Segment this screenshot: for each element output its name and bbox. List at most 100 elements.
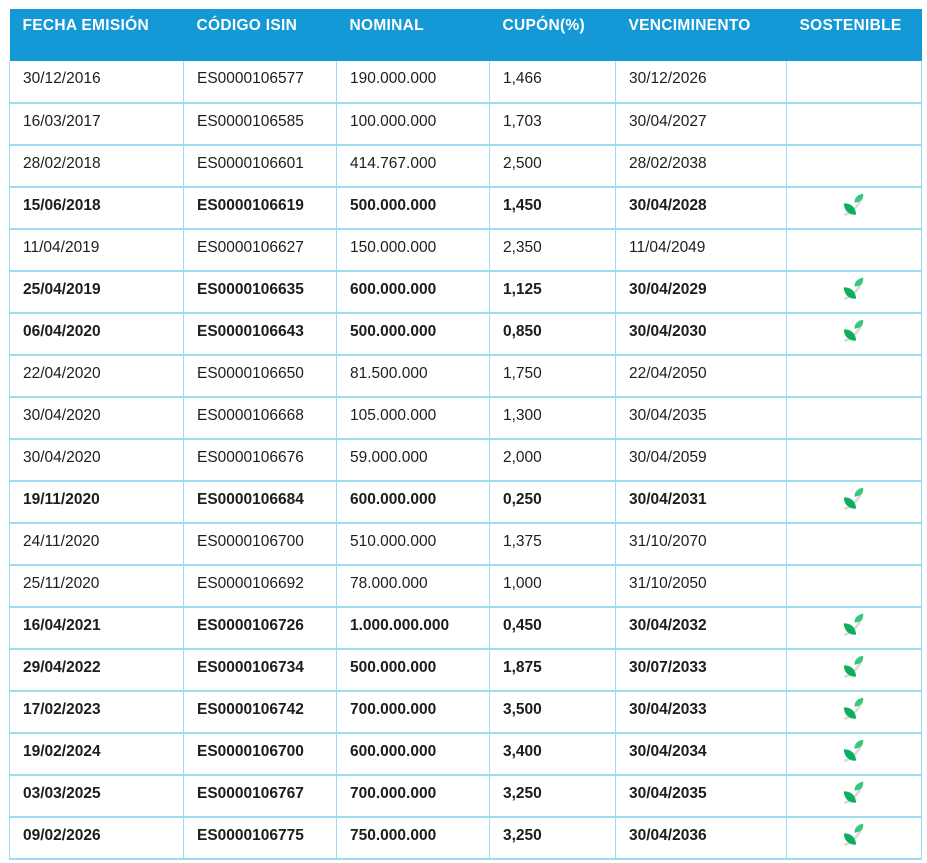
cell-fecha-emision: 30/04/2020 — [10, 397, 184, 439]
cell-codigo-isin: ES0000106601 — [184, 145, 337, 187]
cell-fecha-emision: 25/11/2020 — [10, 565, 184, 607]
cell-vencimiento: 11/04/2049 — [616, 229, 787, 271]
table-row: 16/03/2017 ES0000106585 100.000.000 1,70… — [10, 103, 922, 145]
cell-sostenible — [787, 397, 922, 439]
table-row: 19/02/2024 ES0000106700 600.000.000 3,40… — [10, 733, 922, 775]
cell-vencimiento: 30/04/2031 — [616, 481, 787, 523]
cell-fecha-emision: 25/04/2019 — [10, 271, 184, 313]
cell-cupon: 1,125 — [490, 271, 616, 313]
cell-codigo-isin: ES0000106635 — [184, 271, 337, 313]
cell-nominal: 105.000.000 — [337, 397, 490, 439]
cell-codigo-isin: ES0000106692 — [184, 565, 337, 607]
table-row: 30/04/2020 ES0000106668 105.000.000 1,30… — [10, 397, 922, 439]
cell-cupon: 2,000 — [490, 439, 616, 481]
table-row: 30/12/2016 ES0000106577 190.000.000 1,46… — [10, 61, 922, 103]
cell-vencimiento: 31/10/2050 — [616, 565, 787, 607]
cell-cupon: 1,300 — [490, 397, 616, 439]
cell-fecha-emision: 17/02/2023 — [10, 691, 184, 733]
cell-fecha-emision: 19/11/2020 — [10, 481, 184, 523]
cell-vencimiento: 30/04/2035 — [616, 775, 787, 817]
cell-cupon: 1,466 — [490, 61, 616, 103]
cell-cupon: 3,250 — [490, 817, 616, 859]
cell-fecha-emision: 30/12/2016 — [10, 61, 184, 103]
table-row: 30/04/2020 ES0000106676 59.000.000 2,000… — [10, 439, 922, 481]
table-header-row: FECHA EMISIÓN CÓDIGO ISIN NOMINAL CUPÓN(… — [10, 9, 922, 61]
cell-cupon: 2,350 — [490, 229, 616, 271]
cell-cupon: 3,250 — [490, 775, 616, 817]
cell-nominal: 81.500.000 — [337, 355, 490, 397]
table-row: 09/02/2026 ES0000106775 750.000.000 3,25… — [10, 817, 922, 859]
cell-nominal: 100.000.000 — [337, 103, 490, 145]
table-row: 17/02/2023 ES0000106742 700.000.000 3,50… — [10, 691, 922, 733]
cell-codigo-isin: ES0000106700 — [184, 733, 337, 775]
cell-vencimiento: 30/04/2027 — [616, 103, 787, 145]
cell-codigo-isin: ES0000106585 — [184, 103, 337, 145]
cell-nominal: 600.000.000 — [337, 733, 490, 775]
col-header-vencimiento: VENCIMINENTO — [616, 9, 787, 61]
cell-fecha-emision: 16/03/2017 — [10, 103, 184, 145]
cell-fecha-emision: 16/04/2021 — [10, 607, 184, 649]
table-row: 25/11/2020 ES0000106692 78.000.000 1,000… — [10, 565, 922, 607]
cell-codigo-isin: ES0000106726 — [184, 607, 337, 649]
cell-cupon: 1,375 — [490, 523, 616, 565]
cell-fecha-emision: 22/04/2020 — [10, 355, 184, 397]
cell-sostenible — [787, 817, 922, 859]
cell-nominal: 150.000.000 — [337, 229, 490, 271]
sustainable-leaf-icon — [843, 823, 864, 846]
table-row: 16/04/2021 ES0000106726 1.000.000.000 0,… — [10, 607, 922, 649]
cell-codigo-isin: ES0000106650 — [184, 355, 337, 397]
cell-vencimiento: 30/04/2034 — [616, 733, 787, 775]
sustainable-leaf-icon — [843, 739, 864, 762]
cell-vencimiento: 30/04/2030 — [616, 313, 787, 355]
cell-codigo-isin: ES0000106627 — [184, 229, 337, 271]
cell-codigo-isin: ES0000106684 — [184, 481, 337, 523]
cell-sostenible — [787, 103, 922, 145]
cell-sostenible — [787, 775, 922, 817]
cell-vencimiento: 22/04/2050 — [616, 355, 787, 397]
cell-fecha-emision: 06/04/2020 — [10, 313, 184, 355]
cell-sostenible — [787, 481, 922, 523]
cell-vencimiento: 30/04/2032 — [616, 607, 787, 649]
cell-cupon: 0,450 — [490, 607, 616, 649]
cell-nominal: 510.000.000 — [337, 523, 490, 565]
table-row: 25/04/2019 ES0000106635 600.000.000 1,12… — [10, 271, 922, 313]
cell-nominal: 500.000.000 — [337, 649, 490, 691]
cell-sostenible — [787, 649, 922, 691]
cell-fecha-emision: 29/04/2022 — [10, 649, 184, 691]
cell-fecha-emision: 24/11/2020 — [10, 523, 184, 565]
table-row: 19/11/2020 ES0000106684 600.000.000 0,25… — [10, 481, 922, 523]
cell-sostenible — [787, 187, 922, 229]
cell-sostenible — [787, 229, 922, 271]
cell-vencimiento: 30/04/2059 — [616, 439, 787, 481]
col-header-cupon: CUPÓN(%) — [490, 9, 616, 61]
cell-fecha-emision: 15/06/2018 — [10, 187, 184, 229]
cell-fecha-emision: 03/03/2025 — [10, 775, 184, 817]
table-row: 11/04/2019 ES0000106627 150.000.000 2,35… — [10, 229, 922, 271]
cell-vencimiento: 31/10/2070 — [616, 523, 787, 565]
cell-vencimiento: 30/04/2028 — [616, 187, 787, 229]
cell-vencimiento: 30/12/2026 — [616, 61, 787, 103]
col-header-codigo-isin: CÓDIGO ISIN — [184, 9, 337, 61]
table-row: 24/11/2020 ES0000106700 510.000.000 1,37… — [10, 523, 922, 565]
cell-sostenible — [787, 271, 922, 313]
cell-codigo-isin: ES0000106775 — [184, 817, 337, 859]
cell-cupon: 2,500 — [490, 145, 616, 187]
table-row: 06/04/2020 ES0000106643 500.000.000 0,85… — [10, 313, 922, 355]
cell-sostenible — [787, 145, 922, 187]
cell-fecha-emision: 30/04/2020 — [10, 439, 184, 481]
table-row: 29/04/2022 ES0000106734 500.000.000 1,87… — [10, 649, 922, 691]
cell-fecha-emision: 11/04/2019 — [10, 229, 184, 271]
cell-cupon: 1,750 — [490, 355, 616, 397]
cell-codigo-isin: ES0000106643 — [184, 313, 337, 355]
cell-sostenible — [787, 61, 922, 103]
cell-codigo-isin: ES0000106767 — [184, 775, 337, 817]
cell-sostenible — [787, 523, 922, 565]
cell-cupon: 3,500 — [490, 691, 616, 733]
cell-cupon: 0,250 — [490, 481, 616, 523]
bond-issuance-table: FECHA EMISIÓN CÓDIGO ISIN NOMINAL CUPÓN(… — [9, 9, 922, 860]
cell-sostenible — [787, 691, 922, 733]
sustainable-leaf-icon — [843, 487, 864, 510]
col-header-fecha-emision: FECHA EMISIÓN — [10, 9, 184, 61]
cell-nominal: 190.000.000 — [337, 61, 490, 103]
cell-cupon: 1,000 — [490, 565, 616, 607]
